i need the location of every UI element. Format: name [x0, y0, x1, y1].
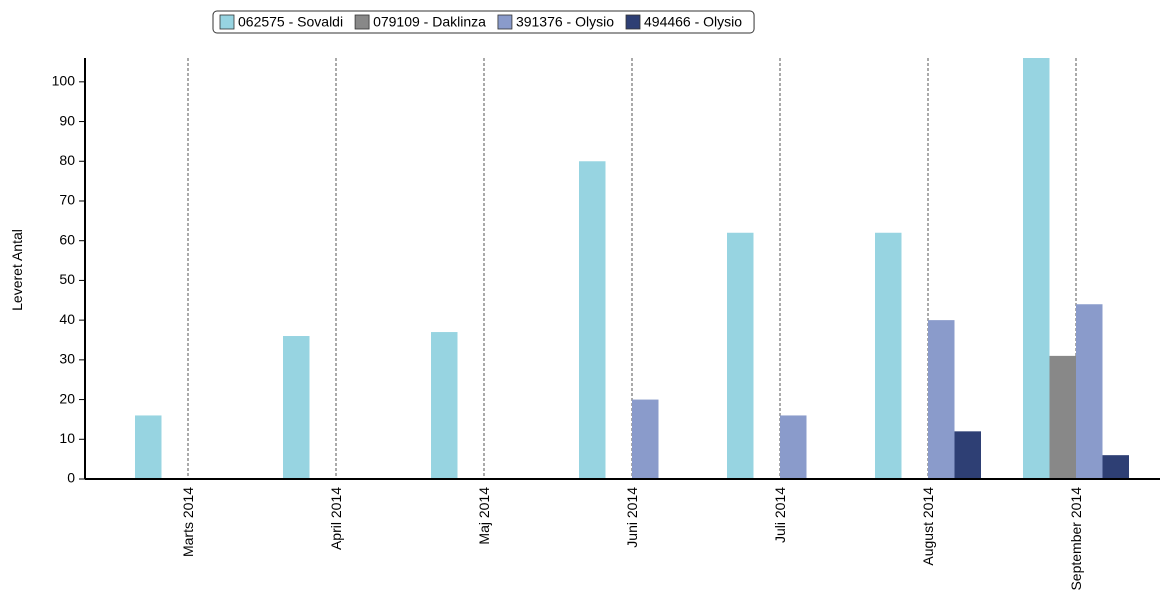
bar: [875, 232, 902, 479]
bar: [780, 415, 807, 479]
legend-swatch: [497, 14, 513, 30]
y-tick-label: 10: [59, 430, 75, 446]
x-tick-label: August 2014: [920, 487, 936, 566]
bar: [1076, 304, 1103, 479]
y-tick-label: 50: [59, 271, 75, 287]
bar: [632, 399, 659, 479]
y-tick-label: 40: [59, 311, 75, 327]
bar: [1102, 455, 1129, 479]
y-tick-label: 100: [52, 73, 76, 89]
x-tick-label: April 2014: [328, 487, 344, 550]
x-tick-label: Marts 2014: [180, 487, 196, 557]
x-tick-label: September 2014: [1068, 487, 1084, 591]
bar: [579, 161, 606, 479]
legend-label: 391376 - Olysio: [516, 14, 614, 30]
y-axis-label: Leveret Antal: [9, 229, 25, 311]
legend-label: 062575 - Sovaldi: [238, 14, 343, 30]
x-tick-label: Maj 2014: [476, 487, 492, 545]
legend: 062575 - Sovaldi 079109 - Daklinza 391376 …: [212, 10, 755, 34]
legend-label: 079109 - Daklinza: [373, 14, 486, 30]
y-tick-label: 90: [59, 112, 75, 128]
legend-label: 494466 - Olysio: [644, 14, 742, 30]
bar: [1023, 58, 1050, 479]
y-tick-label: 0: [67, 470, 75, 486]
bar: [928, 320, 955, 479]
bar: [954, 431, 981, 479]
bar: [1049, 355, 1076, 479]
y-tick-label: 60: [59, 231, 75, 247]
legend-swatch: [625, 14, 641, 30]
legend-box: [212, 10, 755, 34]
y-tick-label: 80: [59, 152, 75, 168]
x-tick-label: Juni 2014: [624, 487, 640, 548]
bar: [431, 332, 458, 479]
y-tick-label: 70: [59, 192, 75, 208]
y-tick-label: 30: [59, 351, 75, 367]
bar: [135, 415, 162, 479]
bar: [727, 232, 754, 479]
legend-swatch: [219, 14, 235, 30]
legend-swatch: [354, 14, 370, 30]
x-tick-label: Juli 2014: [772, 487, 788, 543]
y-tick-label: 20: [59, 390, 75, 406]
bar: [283, 336, 310, 479]
